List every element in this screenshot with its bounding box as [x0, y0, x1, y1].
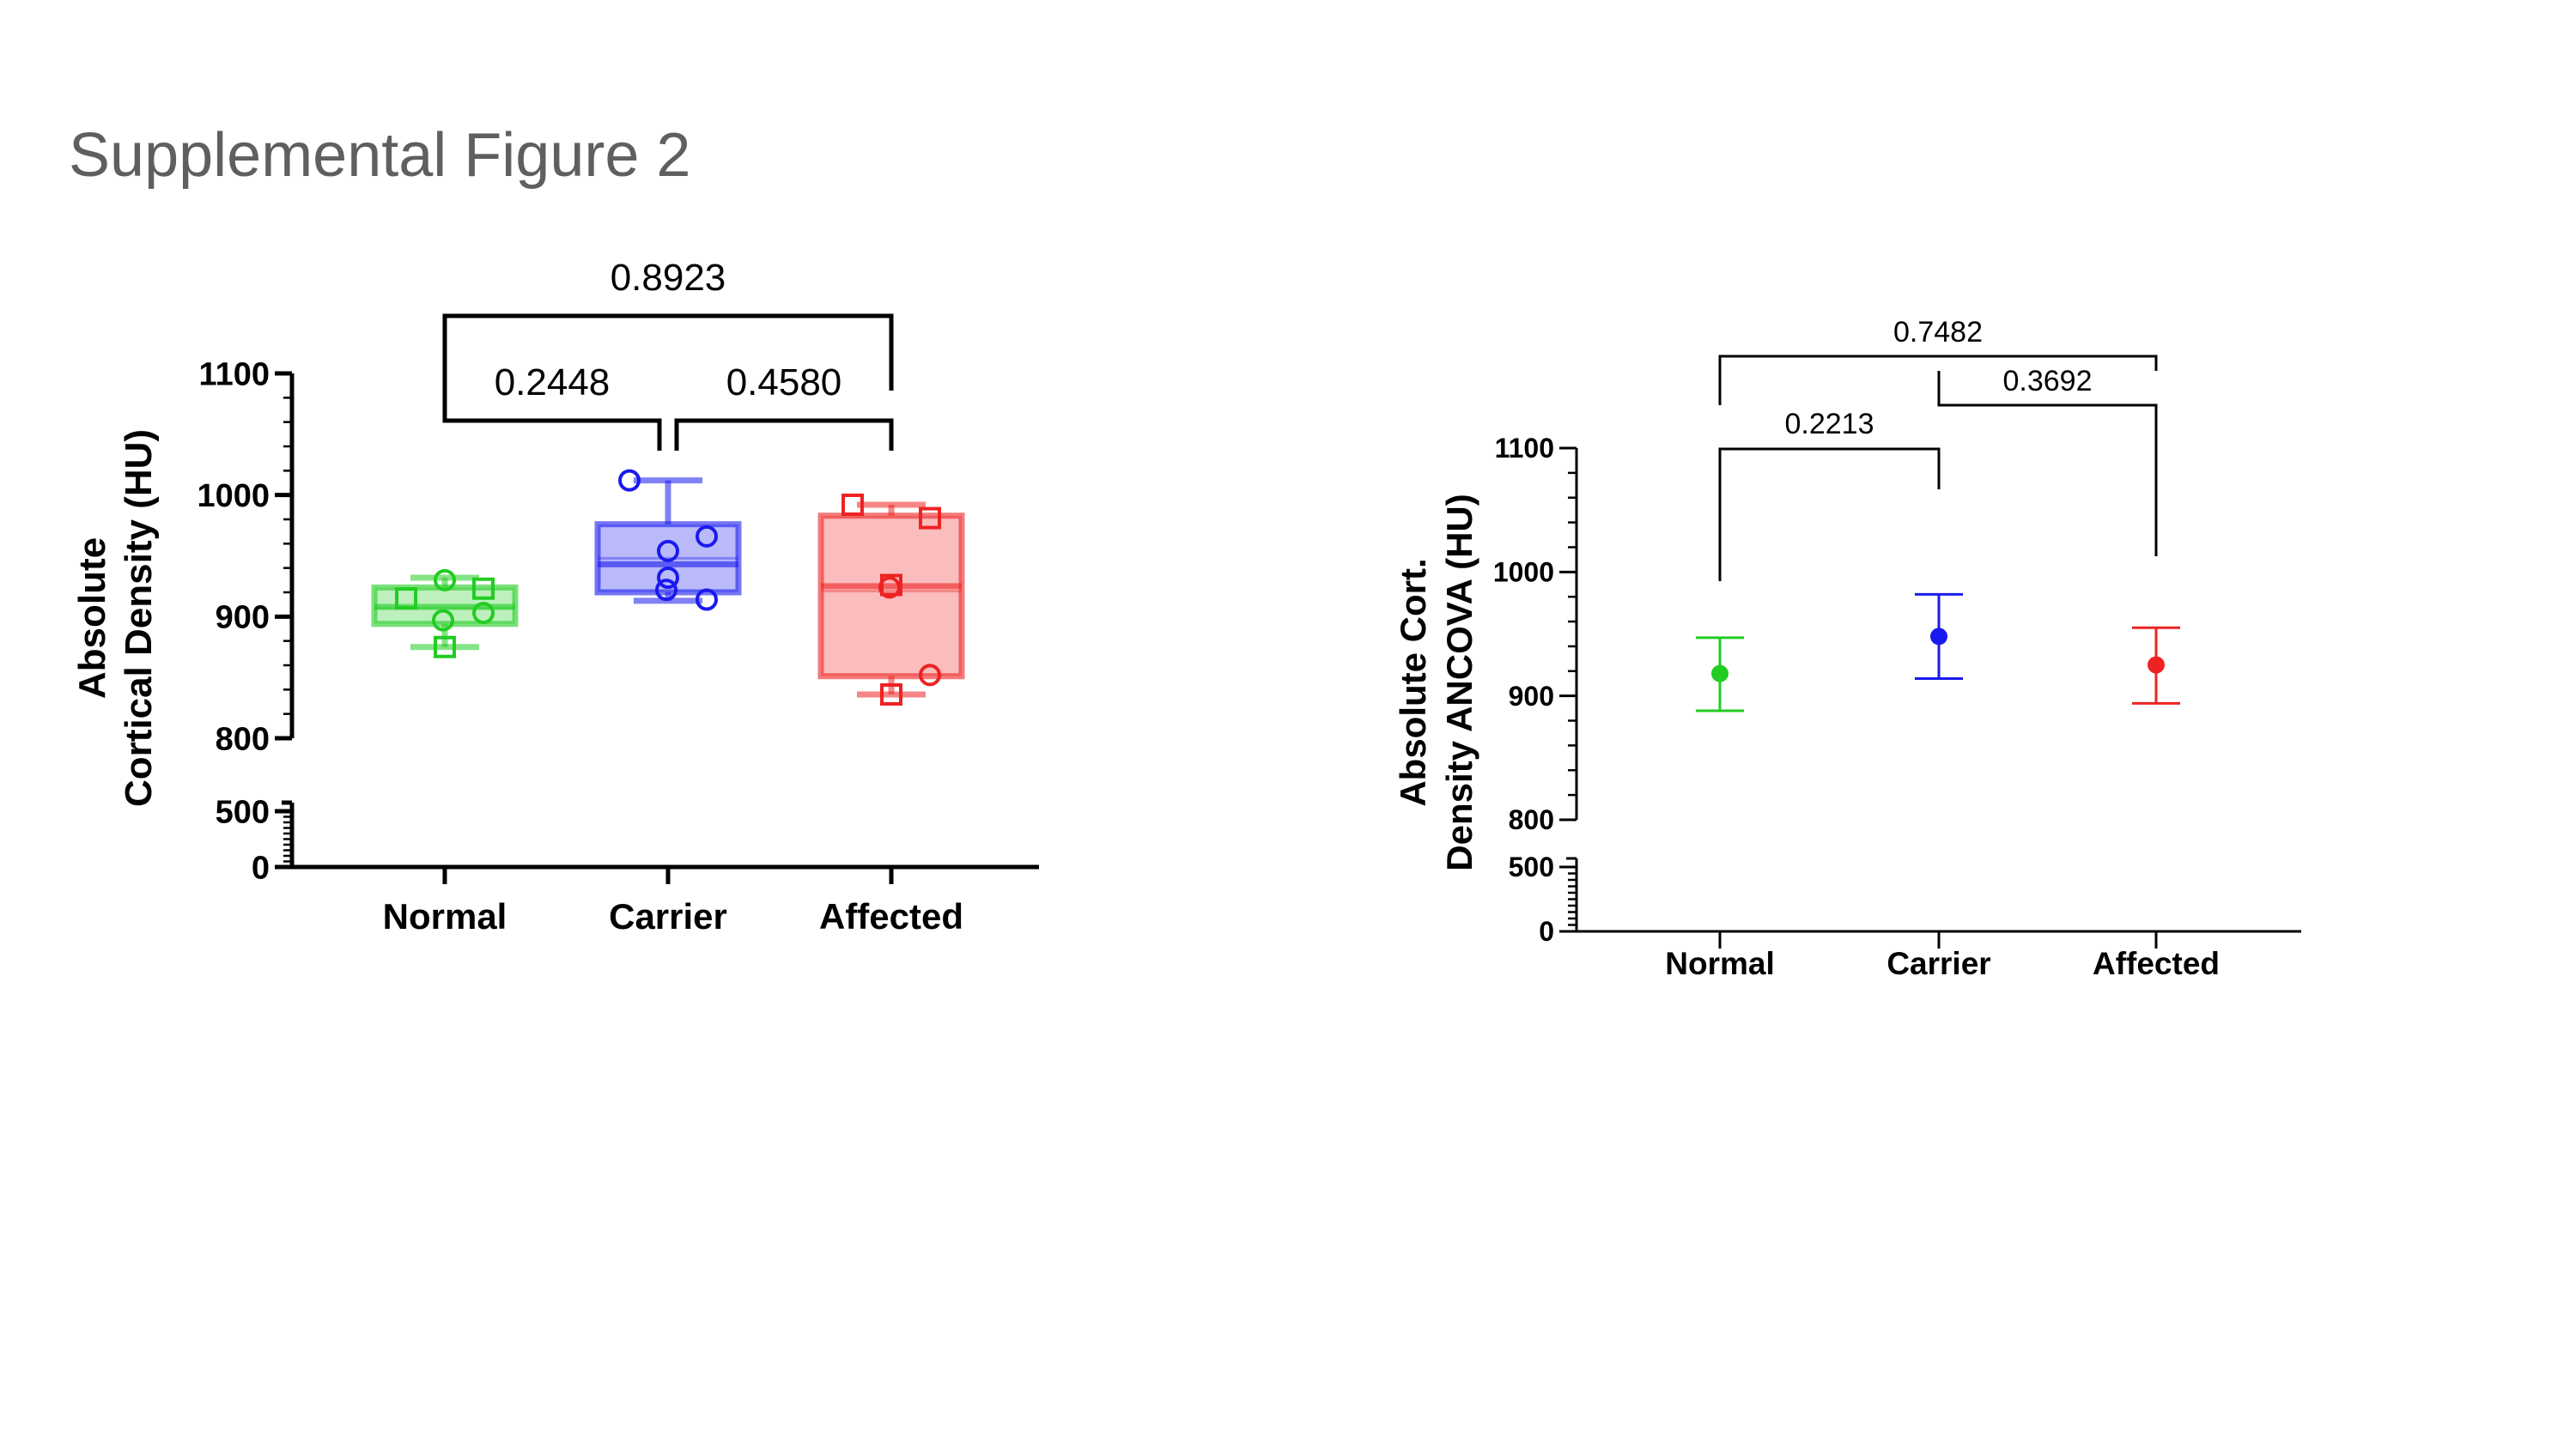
y-axis-label-line2: Cortical Density (HU): [118, 429, 160, 807]
y-tick-label: 1100: [1495, 433, 1554, 464]
x-tick-label: Affected: [2093, 946, 2220, 981]
y-axis-label-line2: Density ANCOVA (HU): [1439, 494, 1479, 870]
x-tick-label: Normal: [383, 896, 507, 937]
y-tick-label: 0: [1539, 916, 1554, 947]
data-point-circle: [657, 567, 679, 589]
data-point-circle: [696, 524, 718, 548]
y-tick-label: 900: [1509, 681, 1554, 712]
significance-bracket: [442, 313, 894, 391]
y-tick-label: 1000: [1493, 557, 1554, 588]
p-value-label: 0.8923: [611, 257, 726, 299]
p-value-label: 0.7482: [1893, 316, 1983, 349]
y-tick-label: 1100: [199, 356, 270, 392]
significance-bracket: [1718, 447, 1941, 581]
x-tick-label: Carrier: [609, 896, 727, 937]
data-point-square: [395, 587, 417, 610]
mean-point: [1711, 664, 1728, 682]
chart-1: 0 500 800 900 1000 1100 Normal Carrier Affected A…: [71, 257, 1039, 937]
y-tick-label: 500: [216, 794, 270, 830]
data-point-circle: [432, 609, 454, 632]
y-tick-label: 500: [1509, 852, 1554, 882]
mean-point: [2148, 656, 2165, 674]
y-tick-label: 0: [252, 850, 270, 886]
y-tick-label: 1000: [197, 478, 270, 514]
p-value-label: 0.2213: [1785, 408, 1874, 440]
significance-bracket: [1937, 371, 2158, 556]
chart-2: 0 500 800 900 1000 1100 Normal Carrier Affected A…: [1393, 316, 2301, 981]
y-tick-label: 800: [1509, 804, 1554, 835]
x-tick-label: Normal: [1665, 946, 1774, 981]
data-point-circle: [657, 539, 679, 562]
data-point-circle: [878, 576, 901, 599]
data-point-circle: [434, 568, 456, 591]
data-point-circle: [919, 664, 941, 687]
x-tick-label: Carrier: [1886, 946, 1990, 981]
data-point-square: [472, 577, 495, 600]
significance-bracket: [442, 391, 662, 451]
mean-point: [1930, 627, 1947, 646]
data-point-circle: [696, 588, 718, 611]
p-value-label: 0.2448: [495, 361, 611, 403]
page-title: Supplemental Figure 2: [69, 121, 691, 190]
data-point-square: [880, 683, 902, 706]
significance-bracket: [674, 418, 894, 451]
y-axis-label-line1: Absolute: [71, 537, 113, 699]
data-point-square: [434, 635, 456, 658]
significance-bracket: [1718, 355, 2158, 405]
x-tick-label: Affected: [819, 896, 963, 937]
p-value-label: 0.4580: [726, 361, 842, 403]
data-point-square: [841, 494, 864, 516]
data-point-circle: [618, 469, 641, 492]
y-axis-label-line1: Absolute Cort.: [1393, 558, 1433, 806]
data-point-circle: [655, 579, 677, 602]
y-tick-label: 800: [216, 721, 270, 757]
y-tick-label: 900: [216, 600, 270, 636]
data-point-circle: [472, 602, 495, 625]
p-value-label: 0.3692: [2003, 365, 2093, 397]
data-point-square: [919, 506, 941, 530]
